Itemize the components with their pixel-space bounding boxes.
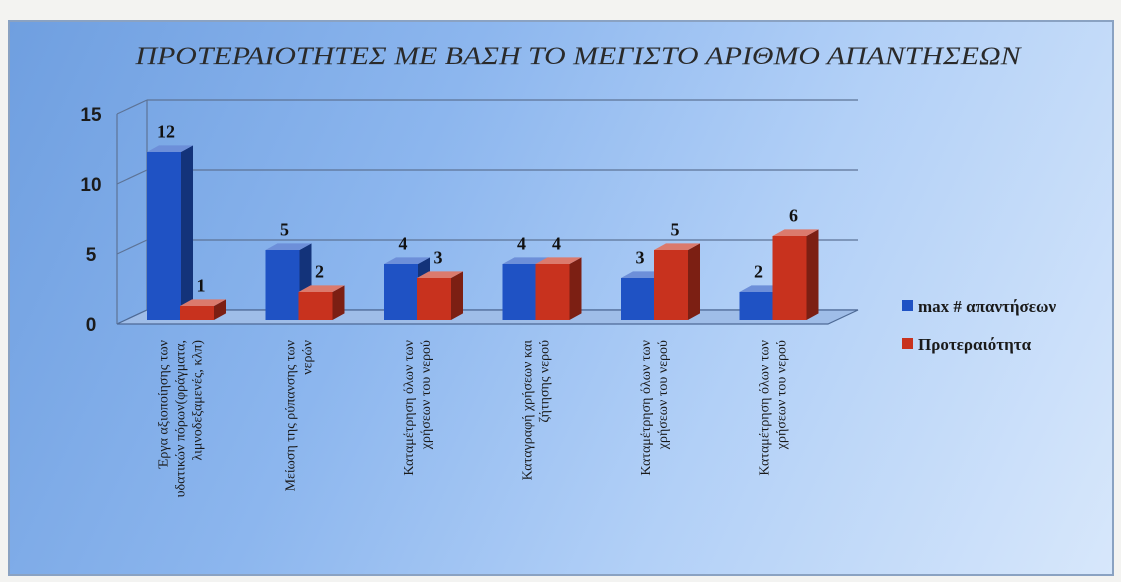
bar-priority-6: [772, 229, 819, 320]
bar-chart: ΠΡΟΤΕΡΑΙΟΤΗΤΕΣ ΜΕ ΒΑΣΗ ΤΟ ΜΕΓΙΣΤΟ ΑΡΙΘΜΟ…: [80, 43, 1056, 497]
chart-frame: ΠΡΟΤΕΡΑΙΟΤΗΤΕΣ ΜΕ ΒΑΣΗ ΤΟ ΜΕΓΙΣΤΟ ΑΡΙΘΜΟ…: [8, 20, 1114, 576]
bar-top: [654, 243, 700, 250]
bar-front: [772, 236, 807, 320]
data-label: 12: [157, 121, 175, 141]
bar-side: [181, 145, 193, 320]
y-tick-label: 5: [86, 245, 97, 266]
category-label: ζήτησης νερού: [537, 340, 552, 423]
bar-top: [180, 299, 226, 306]
category-label: νερών: [300, 340, 315, 375]
data-label: 6: [789, 205, 798, 225]
bar-max-answers-1: [147, 145, 193, 320]
bar-top: [298, 285, 345, 292]
bar-top: [535, 257, 582, 264]
chart-title: ΠΡΟΤΕΡΑΙΟΤΗΤΕΣ ΜΕ ΒΑΣΗ ΤΟ ΜΕΓΙΣΤΟ ΑΡΙΘΜΟ…: [134, 43, 1022, 70]
bar-priority-4: [535, 257, 582, 320]
y-tick-label: 15: [80, 105, 102, 126]
plot-area: 0 5 10 15 12 1 Έργα αξιοποίησης των υδατικών πό…: [80, 99, 859, 497]
legend-label: Προτεραιότητα: [918, 335, 1032, 354]
bar-priority-3: [417, 271, 463, 320]
category-label: Καταμέτρηση όλων των: [639, 340, 654, 476]
y-tick-label: 10: [80, 175, 101, 196]
bar-side: [214, 299, 226, 320]
category-label: χρήσεων του νερού: [656, 340, 671, 450]
bar-front: [654, 250, 688, 320]
gridline-side-15: [116, 99, 148, 115]
category-label: Καταγραφή χρήσεων και: [520, 340, 535, 481]
bar-top: [147, 145, 193, 152]
data-label: 3: [434, 247, 443, 267]
bar-side: [688, 243, 700, 320]
category-label: λιμνοδεξαμενές, κλπ): [190, 340, 205, 461]
category-label: χρήσεων του νερού: [419, 340, 434, 450]
bar-priority-1: [180, 299, 226, 320]
data-label: 5: [280, 219, 289, 239]
bar-side: [569, 257, 582, 320]
data-label: 4: [552, 233, 561, 253]
bar-front: [147, 152, 181, 320]
bar-priority-2: [298, 285, 345, 320]
bar-top: [772, 229, 819, 236]
data-label: 4: [517, 233, 526, 253]
gridline-side-5: [116, 239, 148, 255]
gridline-side-10: [116, 169, 148, 185]
category-label: Μείωση της ρύπανσης των: [283, 340, 298, 491]
bar-side: [806, 229, 819, 320]
bar-side: [332, 285, 345, 320]
y-tick-label: 0: [86, 315, 97, 336]
data-label: 3: [636, 247, 645, 267]
category-label: Καταμέτρηση όλων των: [402, 340, 417, 476]
bar-front: [739, 292, 774, 320]
data-label: 5: [671, 219, 680, 239]
bar-front: [265, 250, 300, 320]
category-label: χρήσεων του νερού: [774, 340, 789, 450]
bar-front: [298, 292, 333, 320]
data-label: 2: [754, 261, 763, 281]
bar-front: [180, 306, 214, 320]
bar-top: [265, 243, 312, 250]
bar-top: [384, 257, 430, 264]
bar-front: [502, 264, 537, 320]
legend-swatch: [902, 338, 913, 349]
bar-front: [621, 278, 655, 320]
category-label: Έργα αξιοποίησης των: [156, 340, 171, 469]
category-label: υδατικών πόρων(φράγματα,: [173, 340, 188, 497]
legend-label: max # απαντήσεων: [918, 297, 1056, 316]
category-label: Καταμέτρηση όλων των: [757, 340, 772, 476]
bar-front: [417, 278, 451, 320]
legend: max # απαντήσεων Προτεραιότητα: [902, 297, 1056, 354]
bar-front: [535, 264, 570, 320]
data-label: 2: [315, 261, 324, 281]
bar-top: [417, 271, 463, 278]
legend-swatch: [902, 300, 913, 311]
data-label: 1: [197, 275, 206, 295]
bar-top: [502, 257, 549, 264]
bar-priority-5: [654, 243, 700, 320]
bar-side: [451, 271, 463, 320]
bar-front: [384, 264, 418, 320]
data-label: 4: [399, 233, 408, 253]
